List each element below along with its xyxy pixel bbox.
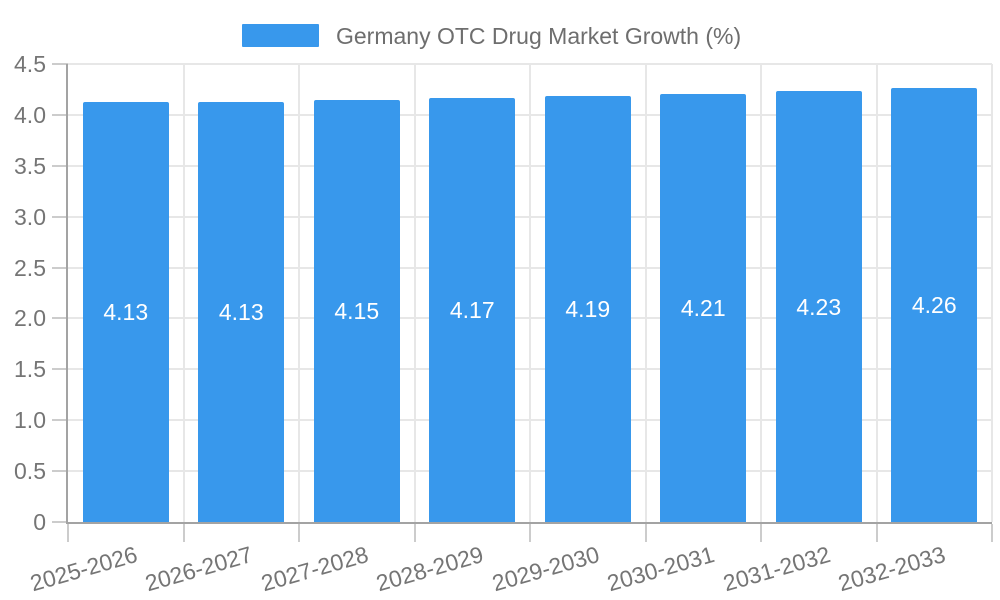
y-tick-mark bbox=[52, 317, 68, 320]
x-tick-label: 2028-2029 bbox=[373, 541, 487, 597]
bar-value-label: 4.21 bbox=[680, 294, 726, 321]
v-gridline bbox=[298, 64, 300, 522]
y-tick-label: 2.0 bbox=[14, 305, 46, 332]
x-tick-label: 2026-2027 bbox=[142, 541, 256, 597]
x-tick-mark bbox=[875, 524, 878, 542]
legend: Germany OTC Drug Market Growth (%) bbox=[0, 0, 1000, 56]
v-gridline bbox=[413, 64, 416, 522]
y-tick-mark bbox=[52, 470, 68, 473]
y-tick-mark bbox=[52, 368, 68, 371]
bar-value-label: 4.23 bbox=[796, 293, 842, 320]
v-gridline bbox=[529, 64, 531, 522]
y-tick-mark bbox=[52, 521, 68, 523]
y-tick-label: 3.0 bbox=[14, 203, 46, 230]
y-axis-spine bbox=[66, 64, 68, 524]
bar bbox=[198, 101, 285, 522]
x-axis-spine bbox=[66, 522, 992, 524]
x-tick-label: 2031-2032 bbox=[720, 541, 833, 597]
y-tick-label: 4.5 bbox=[14, 51, 46, 77]
bar-value-label: 4.26 bbox=[911, 292, 957, 319]
v-gridline bbox=[991, 64, 993, 522]
x-tick-mark bbox=[67, 524, 69, 542]
y-tick-mark bbox=[52, 215, 68, 218]
v-gridline bbox=[875, 64, 878, 522]
bar bbox=[775, 91, 862, 522]
y-tick-mark bbox=[52, 266, 68, 269]
v-gridline bbox=[182, 64, 185, 522]
bar-value-label: 4.17 bbox=[449, 296, 495, 323]
bar-value-label: 4.19 bbox=[565, 295, 611, 322]
y-tick-label: 2.5 bbox=[14, 254, 46, 281]
y-tick-mark bbox=[52, 419, 68, 422]
bar bbox=[82, 101, 169, 522]
y-tick-label: 0.5 bbox=[14, 458, 46, 485]
y-tick-mark bbox=[52, 113, 68, 116]
x-tick-label: 2025-2026 bbox=[27, 541, 140, 597]
y-tick-mark bbox=[52, 63, 68, 65]
x-tick-mark bbox=[529, 524, 531, 542]
x-tick-label: 2030-2031 bbox=[604, 541, 718, 597]
bar bbox=[313, 99, 400, 522]
x-tick-mark bbox=[182, 524, 185, 542]
bar-value-label: 4.13 bbox=[218, 298, 264, 325]
legend-swatch[interactable] bbox=[242, 24, 319, 47]
v-gridline bbox=[760, 64, 762, 522]
x-tick-mark bbox=[760, 524, 762, 542]
x-tick-label: 2032-2033 bbox=[835, 541, 949, 597]
bar bbox=[429, 97, 516, 522]
x-tick-mark bbox=[991, 524, 993, 542]
x-tick-mark bbox=[413, 524, 416, 542]
bar bbox=[891, 88, 978, 522]
legend-label[interactable]: Germany OTC Drug Market Growth (%) bbox=[336, 23, 742, 49]
y-tick-label: 0 bbox=[33, 509, 46, 535]
y-tick-label: 4.0 bbox=[14, 101, 46, 128]
y-tick-label: 1.5 bbox=[14, 356, 46, 383]
y-tick-mark bbox=[52, 164, 68, 167]
y-tick-label: 3.5 bbox=[14, 152, 46, 179]
bar bbox=[544, 95, 631, 522]
bar-value-label: 4.13 bbox=[103, 298, 149, 325]
bar bbox=[660, 93, 747, 522]
bar-value-label: 4.15 bbox=[334, 297, 380, 324]
x-tick-mark bbox=[298, 524, 300, 542]
x-tick-label: 2029-2030 bbox=[489, 541, 602, 597]
x-tick-label: 2027-2028 bbox=[258, 541, 371, 597]
v-gridline bbox=[644, 64, 647, 522]
x-tick-mark bbox=[644, 524, 647, 542]
y-tick-label: 1.0 bbox=[14, 407, 46, 434]
